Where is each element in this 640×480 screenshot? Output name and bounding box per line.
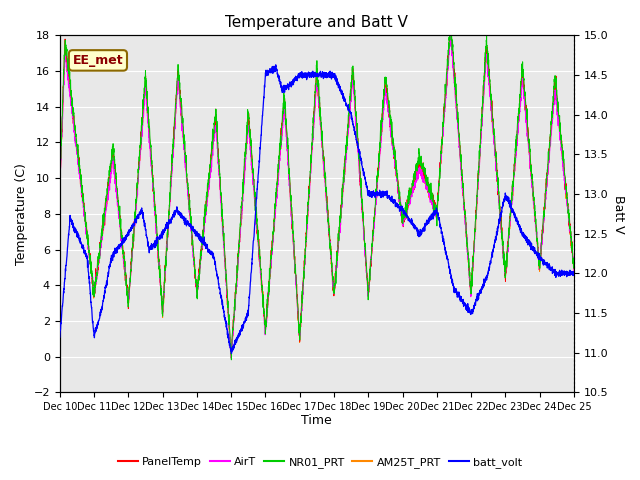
X-axis label: Time: Time <box>301 414 332 427</box>
Title: Temperature and Batt V: Temperature and Batt V <box>225 15 408 30</box>
Legend: PanelTemp, AirT, NR01_PRT, AM25T_PRT, batt_volt: PanelTemp, AirT, NR01_PRT, AM25T_PRT, ba… <box>113 452 527 472</box>
Text: EE_met: EE_met <box>72 54 124 67</box>
Y-axis label: Temperature (C): Temperature (C) <box>15 163 28 265</box>
Y-axis label: Batt V: Batt V <box>612 194 625 233</box>
